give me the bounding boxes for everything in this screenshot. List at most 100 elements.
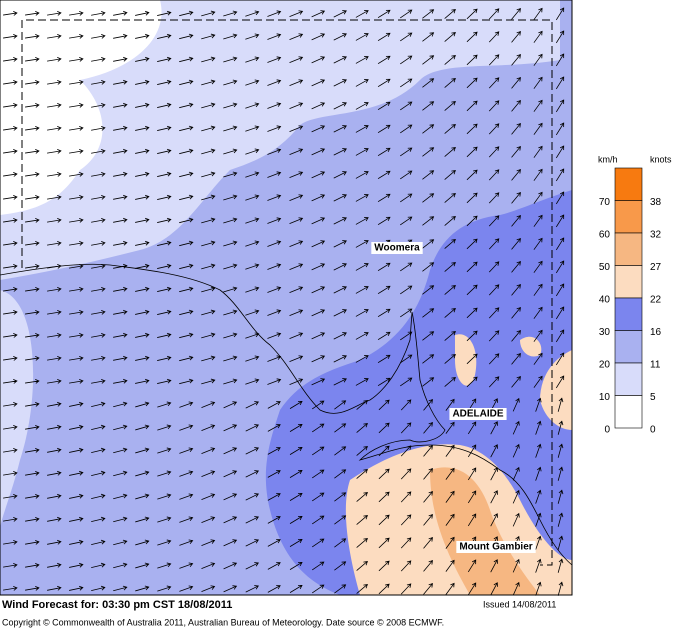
wind-arrow xyxy=(267,539,281,547)
wind-arrow xyxy=(69,333,84,338)
wind-arrow xyxy=(223,539,238,547)
wind-arrow xyxy=(334,492,347,502)
wind-arrow xyxy=(355,263,369,271)
wind-arrow xyxy=(223,470,238,478)
wind-arrow xyxy=(400,285,413,295)
wind-arrow xyxy=(311,10,326,18)
wind-arrow xyxy=(488,215,500,227)
map xyxy=(0,0,573,596)
wind-arrow xyxy=(490,513,498,527)
wind-arrow xyxy=(445,490,455,503)
wind-arrow xyxy=(311,286,326,294)
wind-arrow xyxy=(355,217,369,225)
wind-arrow xyxy=(377,101,391,111)
wind-arrow xyxy=(535,512,542,527)
wind-arrow xyxy=(378,399,390,411)
wind-arrow xyxy=(135,240,150,246)
wind-arrow xyxy=(135,217,150,223)
wind-arrow xyxy=(3,402,18,407)
wind-arrow xyxy=(511,329,521,342)
wind-arrow xyxy=(179,355,194,362)
wind-arrow xyxy=(422,78,435,88)
wind-arrow xyxy=(377,308,391,318)
wind-arrow xyxy=(555,352,565,366)
wind-arrow xyxy=(488,8,500,20)
wind-arrow xyxy=(267,332,282,339)
wind-arrow xyxy=(557,443,564,458)
wind-arrow xyxy=(466,77,478,89)
wind-arrow xyxy=(535,489,542,504)
wind-arrow xyxy=(533,329,543,342)
wind-arrow xyxy=(91,401,106,407)
wind-arrow xyxy=(25,470,40,476)
wind-arrow xyxy=(69,287,84,292)
wind-arrow xyxy=(223,194,238,201)
wind-arrow xyxy=(555,375,565,389)
wind-arrow xyxy=(179,401,194,408)
wind-arrow xyxy=(179,148,194,155)
wind-arrow xyxy=(91,470,106,476)
wind-arrow xyxy=(157,217,172,223)
wind-arrow xyxy=(466,353,478,365)
wind-arrow xyxy=(422,262,435,272)
wind-arrow xyxy=(3,494,18,499)
wind-arrow xyxy=(91,447,106,453)
wind-arrow xyxy=(69,379,84,384)
wind-arrow xyxy=(555,214,565,228)
wind-arrow xyxy=(488,123,500,135)
wind-arrow xyxy=(25,287,40,292)
wind-arrow xyxy=(444,100,456,111)
wind-arrow xyxy=(533,214,543,227)
wind-arrow xyxy=(511,375,521,388)
wind-arrow xyxy=(444,146,456,157)
legend-knots: 0 xyxy=(650,425,656,436)
wind-arrow xyxy=(47,379,62,384)
wind-arrow xyxy=(490,421,498,435)
wind-arrow xyxy=(355,79,369,87)
wind-arrow xyxy=(179,562,194,569)
wind-arrow xyxy=(69,447,84,453)
wind-arrow xyxy=(3,11,18,16)
wind-arrow xyxy=(490,467,498,481)
legend-swatch xyxy=(614,297,643,331)
wind-arrow xyxy=(267,401,281,409)
wind-arrow xyxy=(113,424,128,431)
wind-arrow xyxy=(289,56,304,64)
legend-kmh: 30 xyxy=(599,327,611,338)
wind-arrow xyxy=(488,77,500,89)
wind-arrow xyxy=(311,469,325,479)
wind-arrow xyxy=(289,309,304,317)
wind-arrow xyxy=(179,286,194,293)
wind-arrow xyxy=(3,586,18,591)
wind-arrow xyxy=(400,537,412,549)
wind-arrow xyxy=(488,192,500,204)
wind-arrow xyxy=(157,355,172,361)
wind-arrow xyxy=(25,57,40,62)
wind-arrow xyxy=(69,562,84,568)
wind-arrow xyxy=(3,448,18,453)
wind-arrow xyxy=(91,286,106,292)
wind-arrow xyxy=(511,7,521,20)
wind-arrow xyxy=(488,307,500,319)
legend-swatch xyxy=(614,265,643,299)
wind-arrow xyxy=(423,537,433,549)
wind-arrow xyxy=(201,148,216,155)
wind-arrow xyxy=(245,401,259,409)
wind-arrow xyxy=(423,491,433,503)
wind-arrow xyxy=(3,356,18,361)
wind-arrow xyxy=(289,538,303,547)
wind-arrow xyxy=(91,217,106,223)
legend-kmh: 40 xyxy=(599,295,611,306)
wind-arrow xyxy=(69,401,84,407)
wind-arrow xyxy=(511,306,521,319)
wind-arrow xyxy=(267,10,282,17)
wind-arrow xyxy=(267,309,282,316)
wind-arrow xyxy=(3,57,18,62)
wind-arrow xyxy=(113,263,128,269)
wind-arrow xyxy=(511,99,521,112)
wind-arrow xyxy=(245,309,260,316)
wind-arrow xyxy=(157,562,172,569)
wind-arrow xyxy=(179,585,194,592)
wind-arrow xyxy=(91,562,106,568)
